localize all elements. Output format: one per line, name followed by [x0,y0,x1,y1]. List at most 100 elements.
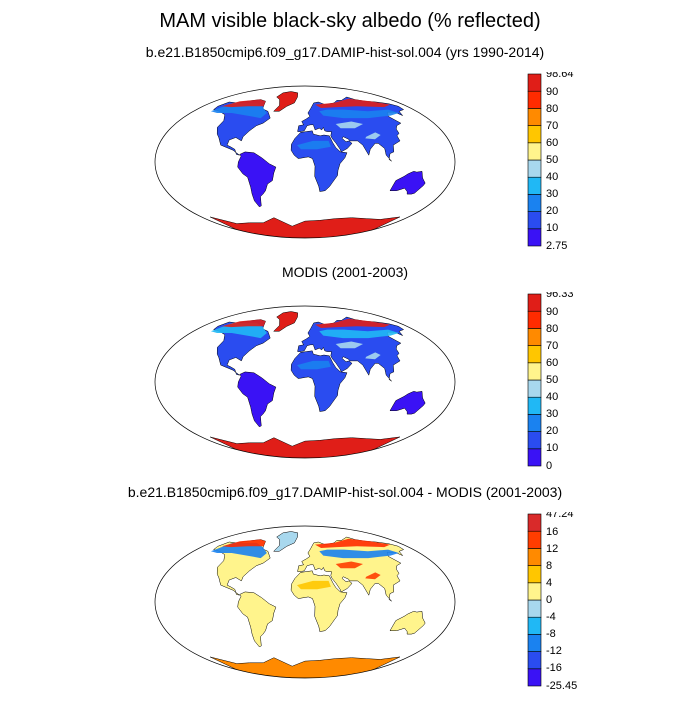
antarctica-landmass [209,656,401,678]
colorbar-label: 80 [546,323,558,335]
greenland-landmass [272,311,298,332]
colorbar-swatch [527,345,542,364]
colorbar-label: 0 [546,594,552,606]
colorbar-swatch [527,565,542,584]
colorbar-label: 40 [546,391,558,403]
eurasia-snow-band [319,109,399,119]
colorbar-label: 50 [546,374,558,386]
colorbar-model: 98.64 90 80 70 60 50 40 30 20 10 2.75 [527,72,574,252]
colorbar-label: 4 [546,577,552,589]
colorbar-swatch [527,668,542,687]
colorbar-swatch [527,73,542,92]
panel-title: b.e21.B1850cmip6.f09_g17.DAMIP-hist-sol.… [145,44,545,60]
colorbar-swatch [527,548,542,566]
colorbar-swatch [527,530,542,549]
colorbar-difference: 47.24 16 12 8 4 0 -4 -8 -12 -16 -25.45 [527,512,577,692]
colorbar-swatch [527,159,542,178]
colorbar-label: 8 [546,560,552,572]
eurasia-snow-band [319,329,399,339]
colorbar-swatch [527,310,542,329]
colorbar-label: 90 [546,86,558,98]
sahara-region [297,360,331,370]
north-america-snow-band [210,542,267,559]
colorbar-swatch [527,90,542,109]
tibetan-plateau-region [365,572,381,580]
colorbar-swatch [527,108,542,126]
eurasia-arctic-band [315,98,391,108]
north-america-snow-band [210,322,267,339]
map-boundary [154,525,456,679]
colorbar-label: 12 [546,543,558,555]
colorbar-label: 10 [546,442,558,454]
colorbar-label: 80 [546,103,558,115]
colorbar-label: 70 [546,120,558,132]
colorbar-swatch [527,328,542,346]
colorbar-label: 2.75 [546,240,567,252]
panel-difference: b.e21.B1850cmip6.f09_g17.DAMIP-hist-sol.… [0,484,700,700]
colorbar-label: -4 [546,611,556,623]
colorbar-label: -8 [546,628,556,640]
colorbar-label: 0 [546,460,552,472]
tibetan-plateau-region [365,132,381,140]
colorbar-swatch [527,582,542,601]
panel-title: MODIS (2001-2003) [281,264,409,280]
colorbar-label: 20 [546,205,558,217]
colorbar-swatch [527,379,542,398]
map-boundary [154,305,456,459]
colorbar-label: 47.24 [546,512,574,520]
colorbar-swatch [527,142,542,161]
colorbar-label: 40 [546,171,558,183]
north-america-arctic-band [222,319,266,328]
colorbar-label: 98.64 [546,72,574,80]
antarctica-landmass [209,436,401,458]
south-america-landmass [237,591,277,648]
australia-landmass [389,611,426,635]
colorbar-modis: 96.33 90 80 70 60 50 40 30 20 10 0 [527,292,574,472]
colorbar-swatch [527,293,542,312]
colorbar-swatch [527,599,542,618]
panel-model: b.e21.B1850cmip6.f09_g17.DAMIP-hist-sol.… [0,44,700,254]
colorbar-label: -25.45 [546,680,577,692]
world-map-model [154,85,456,239]
colorbar-label: 90 [546,306,558,318]
australia-landmass [389,171,426,195]
colorbar-label: 16 [546,526,558,538]
colorbar-swatch [527,396,542,415]
colorbar-swatch [527,125,542,144]
colorbar-label: 50 [546,154,558,166]
colorbar-swatch [527,362,542,381]
figure-title: MAM visible black-sky albedo (% reflecte… [159,10,541,32]
colorbar-label: -12 [546,645,562,657]
colorbar-swatch [527,176,542,195]
central-asia-region [335,341,363,349]
world-map-modis [154,305,456,459]
colorbar-swatch [527,211,542,230]
south-america-landmass [237,371,277,428]
map-boundary [154,85,456,239]
central-asia-region [335,121,363,129]
world-map-difference [154,525,456,679]
north-america-snow-band [210,102,267,119]
eurasia-snow-band [319,549,399,559]
panel-modis: MODIS (2001-2003) 96.33 90 80 70 60 50 4… [0,264,700,474]
greenland-landmass [272,531,298,552]
colorbar-label: 60 [546,137,558,149]
colorbar-swatch [527,513,542,532]
colorbar-label: 10 [546,222,558,234]
colorbar-swatch [527,414,542,432]
north-america-arctic-band [222,539,266,548]
australia-landmass [389,391,426,415]
colorbar-label: -16 [546,662,562,674]
sahara-region [297,580,331,590]
tibetan-plateau-region [365,352,381,360]
colorbar-label: 30 [546,188,558,200]
colorbar-swatch [527,651,542,670]
colorbar-swatch [527,616,542,635]
north-america-arctic-band [222,99,266,108]
colorbar-swatch [527,634,542,652]
colorbar-label: 20 [546,425,558,437]
central-asia-region [335,561,363,569]
sahara-region [297,140,331,150]
colorbar-label: 70 [546,340,558,352]
eurasia-arctic-band [315,318,391,328]
